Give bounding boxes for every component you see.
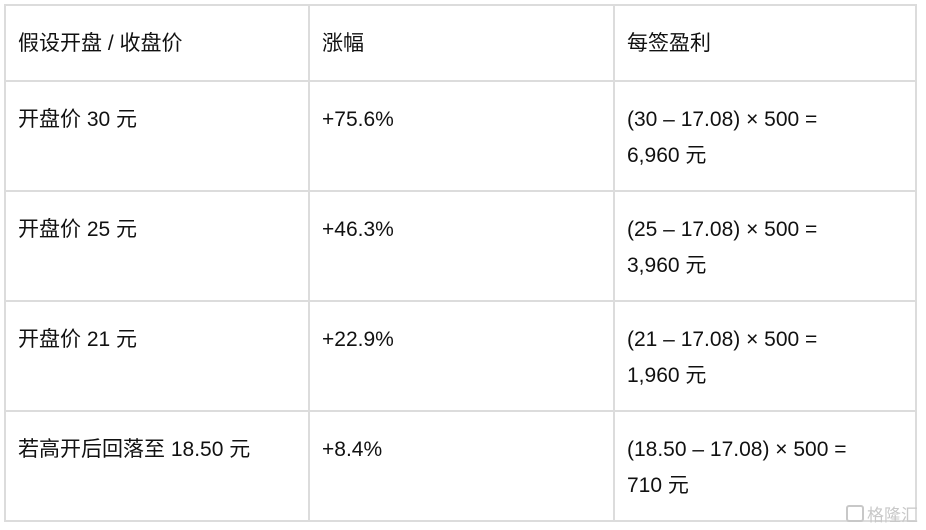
profit-formula: (21 – 17.08) × 500 = — [627, 328, 818, 351]
header-price: 假设开盘 / 收盘价 — [4, 4, 310, 82]
header-row: 假设开盘 / 收盘价 涨幅 每签盈利 — [4, 4, 917, 82]
profit-value: 6,960 元 — [627, 144, 707, 167]
gelonghui-logo-icon — [846, 505, 864, 522]
header-change: 涨幅 — [308, 4, 615, 82]
profit-cell: (21 – 17.08) × 500 = 1,960 元 — [613, 300, 917, 412]
profit-formula: (30 – 17.08) × 500 = — [627, 108, 818, 131]
price-cell: 开盘价 30 元 — [4, 80, 310, 192]
change-cell: +75.6% — [308, 80, 615, 192]
profit-table: 假设开盘 / 收盘价 涨幅 每签盈利 开盘价 30 元 +75.6% (30 –… — [4, 4, 917, 522]
price-cell: 开盘价 21 元 — [4, 300, 310, 412]
watermark-text: 格隆汇 — [867, 506, 918, 526]
change-cell: +46.3% — [308, 190, 615, 302]
profit-cell: (30 – 17.08) × 500 = 6,960 元 — [613, 80, 917, 192]
table-row: 若高开后回落至 18.50 元 +8.4% (18.50 – 17.08) × … — [4, 410, 917, 522]
change-cell: +22.9% — [308, 300, 615, 412]
profit-value: 3,960 元 — [627, 254, 707, 277]
table-row: 开盘价 30 元 +75.6% (30 – 17.08) × 500 = 6,96… — [4, 80, 917, 192]
change-cell: +8.4% — [308, 410, 615, 522]
watermark: 格隆汇 — [846, 501, 918, 526]
profit-formula: (25 – 17.08) × 500 = — [627, 218, 818, 241]
table-row: 开盘价 21 元 +22.9% (21 – 17.08) × 500 = 1,96… — [4, 300, 917, 412]
header-profit: 每签盈利 — [613, 4, 917, 82]
price-cell: 若高开后回落至 18.50 元 — [4, 410, 310, 522]
price-cell: 开盘价 25 元 — [4, 190, 310, 302]
profit-value: 1,960 元 — [627, 364, 707, 387]
profit-formula: (18.50 – 17.08) × 500 = — [627, 438, 847, 461]
profit-cell: (18.50 – 17.08) × 500 = 710 元 — [613, 410, 917, 522]
profit-cell: (25 – 17.08) × 500 = 3,960 元 — [613, 190, 917, 302]
profit-value: 710 元 — [627, 474, 689, 497]
table-row: 开盘价 25 元 +46.3% (25 – 17.08) × 500 = 3,96… — [4, 190, 917, 302]
